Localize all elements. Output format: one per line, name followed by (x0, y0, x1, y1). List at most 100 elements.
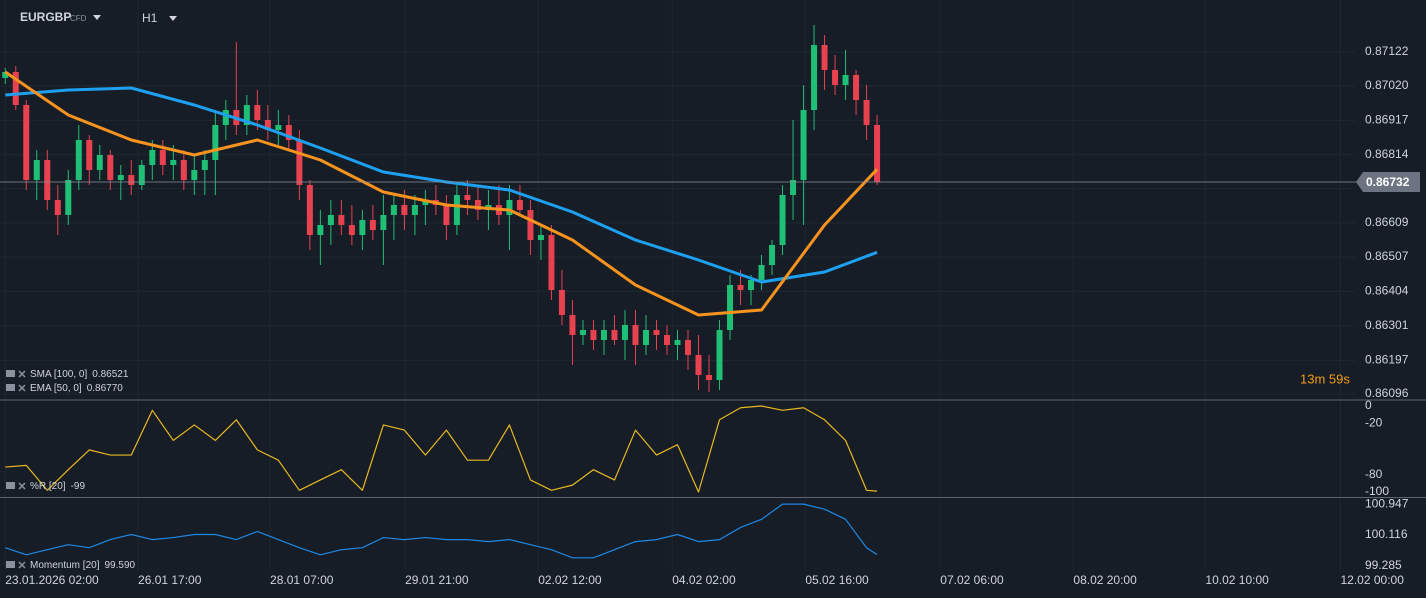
candle-body (706, 375, 713, 380)
candle-body (527, 210, 534, 240)
candle-body (65, 180, 72, 215)
candle-body (380, 215, 387, 230)
candle-body (264, 120, 271, 130)
legend-close-icon (18, 482, 26, 490)
legend-menu-icon (6, 384, 15, 391)
candle-body (642, 330, 649, 345)
y-tick-label: 0.86301 (1365, 318, 1409, 332)
candle-body (285, 125, 292, 140)
y-tick-label: 100.116 (1365, 527, 1408, 541)
x-tick-label: 28.01 07:00 (270, 573, 334, 587)
y-tick-label: 0.86917 (1365, 113, 1409, 127)
candle-body (737, 285, 744, 290)
candle-body (685, 340, 692, 355)
candle-body (453, 195, 460, 225)
candle-body (727, 285, 734, 330)
candle-body (443, 205, 450, 225)
candle-body (12, 72, 19, 105)
candle-body (611, 330, 618, 340)
candle-body (800, 110, 807, 180)
candle-body (243, 105, 250, 125)
candle-body (327, 215, 334, 225)
indicator-line (5, 405, 878, 493)
candle-body (695, 355, 702, 375)
symbol[interactable]: EURGBP (20, 10, 71, 24)
candle-body (411, 205, 418, 215)
candle-body (149, 150, 156, 165)
legend-menu-icon (6, 561, 15, 568)
symbol-dropdown[interactable] (93, 15, 101, 20)
legend-close-icon (18, 384, 26, 392)
candle-body (201, 160, 208, 170)
y-tick-label: -80 (1365, 467, 1383, 481)
y-tick-label: -20 (1365, 415, 1383, 429)
legend-entry: EMA [50, 0] 0.86770 (30, 383, 123, 394)
candle-body (548, 235, 555, 290)
candle-countdown: 13m 59s (1300, 371, 1350, 386)
candle-body (23, 105, 30, 180)
legend-value: 99.590 (104, 560, 135, 571)
legend-name: SMA [100, 0] (30, 369, 87, 380)
candle-body (558, 290, 565, 315)
timeframe[interactable]: H1 (142, 11, 158, 25)
candle-body (590, 330, 597, 340)
y-tick-label: 0.86404 (1365, 284, 1409, 298)
instrument-type: CFD (70, 14, 87, 23)
x-tick-label: 08.02 20:00 (1073, 573, 1137, 587)
legend-entry: %R [20] -99 (30, 481, 85, 492)
candle-body (306, 185, 313, 235)
y-tick-label: 99.285 (1365, 558, 1402, 572)
candle-body (832, 70, 839, 85)
candle-body (96, 155, 103, 170)
y-tick-label: 0 (1365, 398, 1372, 412)
candle-body (275, 125, 282, 130)
candle-body (621, 325, 628, 340)
legend-value: 0.86770 (87, 383, 124, 394)
x-tick-label: 12.02 00:00 (1341, 573, 1405, 587)
y-tick-label: 0.86507 (1365, 249, 1409, 263)
candle-body (506, 200, 513, 215)
last-price-label: 0.86732 (1366, 175, 1410, 189)
timeframe-dropdown[interactable] (169, 16, 177, 21)
candle-body (516, 200, 523, 210)
candle-body (2, 72, 9, 78)
candle-body (86, 140, 93, 170)
candle-body (128, 175, 135, 185)
y-tick-label: 0.86609 (1365, 215, 1409, 229)
candle-body (474, 200, 481, 210)
candle-body (464, 195, 471, 200)
y-tick-label: 0.86197 (1365, 353, 1409, 367)
legend-value: 0.86521 (92, 369, 129, 380)
candle-body (716, 330, 723, 380)
x-tick-label: 04.02 02:00 (672, 573, 736, 587)
x-tick-label: 07.02 06:00 (940, 573, 1004, 587)
y-tick-label: -100 (1365, 484, 1389, 498)
candle-body (44, 160, 51, 200)
candle-body (390, 205, 397, 215)
y-tick-label: 0.87020 (1365, 78, 1409, 92)
candle-body (222, 110, 229, 125)
candle-body (212, 125, 219, 160)
plot-area (0, 25, 1360, 559)
candle-body (75, 140, 82, 180)
candle-body (600, 330, 607, 340)
legend-entry: Momentum [20] 99.590 (30, 560, 136, 571)
axes: 23.01.2026 02:00 26.01 17:00 28.01 07:00 29… (5, 44, 1420, 587)
candle-body (579, 330, 586, 335)
candle-body (758, 265, 765, 280)
y-tick-label: 0.86814 (1365, 147, 1409, 161)
x-tick-label: 05.02 16:00 (805, 573, 869, 587)
legend-entry: SMA [100, 0] 0.86521 (30, 369, 129, 380)
legend-menu-icon (6, 482, 15, 489)
x-tick-label: 10.02 10:00 (1205, 573, 1269, 587)
x-tick-label: 29.01 21:00 (405, 573, 469, 587)
legend-name: Momentum [20] (30, 560, 100, 571)
candle-body (254, 105, 261, 120)
candle-body (663, 335, 670, 345)
x-tick-label: 26.01 17:00 (138, 573, 202, 587)
candle-body (117, 175, 124, 180)
y-tick-label: 0.86096 (1365, 386, 1409, 400)
candle-body (317, 225, 324, 235)
